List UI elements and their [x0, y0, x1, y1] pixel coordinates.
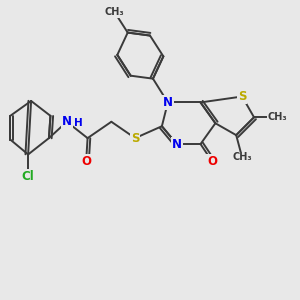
Text: CH₃: CH₃ — [104, 7, 124, 17]
Text: H: H — [74, 118, 83, 128]
Text: S: S — [238, 90, 246, 103]
Text: Cl: Cl — [22, 170, 34, 183]
Text: O: O — [207, 155, 218, 168]
Text: S: S — [131, 132, 140, 145]
Text: O: O — [81, 155, 91, 168]
Text: N: N — [172, 138, 182, 151]
Text: CH₃: CH₃ — [268, 112, 288, 122]
Text: N: N — [62, 115, 72, 128]
Text: CH₃: CH₃ — [232, 152, 252, 162]
Text: N: N — [163, 96, 173, 109]
